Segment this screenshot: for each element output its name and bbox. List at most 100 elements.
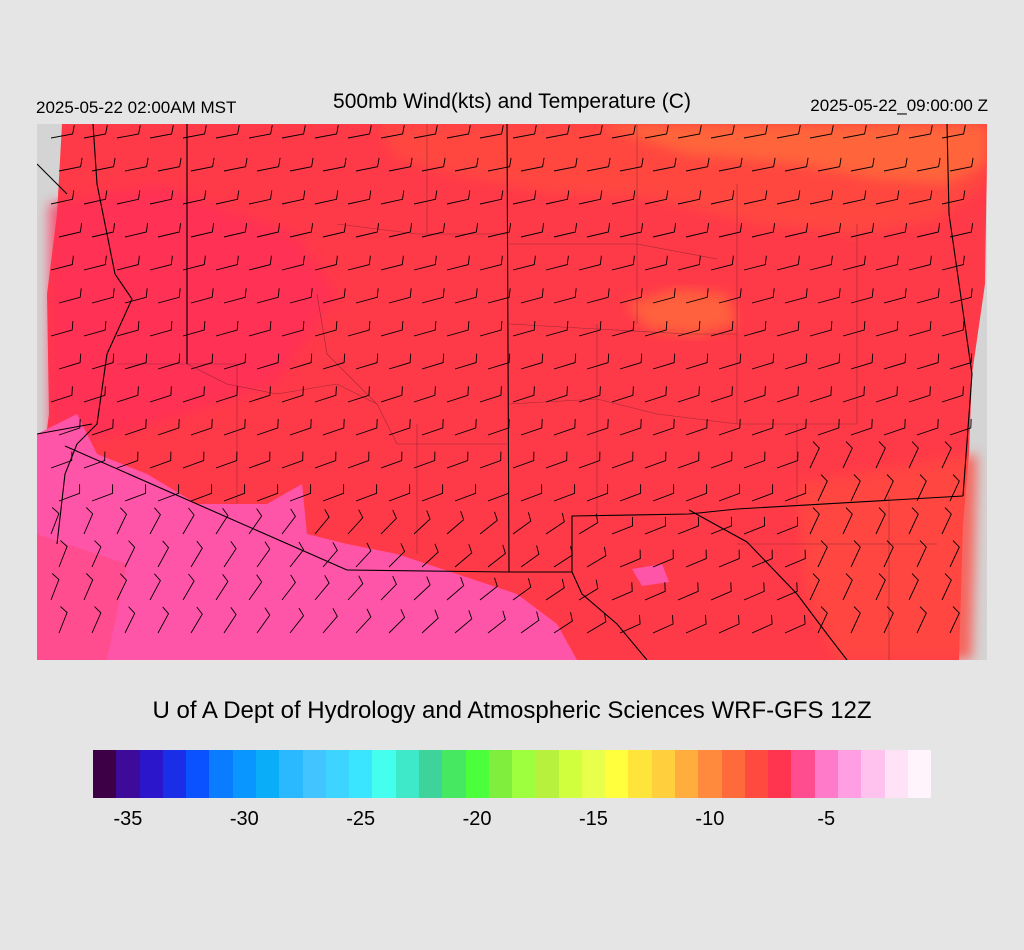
- wind-barb: [586, 223, 611, 238]
- wind-barb: [157, 223, 182, 238]
- wind-barb: [413, 386, 436, 403]
- wind-barb: [578, 513, 599, 535]
- wind-barb: [380, 451, 403, 469]
- wind-barb: [916, 288, 940, 304]
- wind-barb: [421, 484, 444, 502]
- wind-barb: [520, 484, 543, 502]
- wind-barb: [454, 353, 478, 370]
- colorbar-swatch: [512, 750, 536, 798]
- wind-barb: [941, 125, 966, 139]
- wind-barb: [91, 223, 116, 238]
- wind-barb: [256, 607, 271, 634]
- wind-barb: [421, 353, 445, 370]
- wind-barb: [124, 157, 149, 172]
- wind-barb: [850, 606, 861, 634]
- wind-barb: [512, 386, 535, 403]
- wind-barb: [256, 223, 281, 238]
- colorbar-swatch: [93, 750, 117, 798]
- wind-barb: [908, 255, 932, 271]
- wind-barb: [875, 125, 900, 139]
- wind-barb: [949, 353, 973, 370]
- wind-barb: [850, 418, 873, 436]
- wind-barb: [685, 484, 708, 502]
- wind-barb: [949, 288, 973, 304]
- wind-barb: [619, 157, 644, 172]
- wind-barb: [883, 606, 894, 634]
- wind-barb: [190, 540, 203, 568]
- map-canvas: [36, 123, 987, 661]
- wind-barb: [644, 582, 666, 601]
- wind-barb: [248, 320, 272, 337]
- wind-barb: [776, 582, 798, 601]
- wind-barb: [215, 190, 240, 205]
- wind-barb: [248, 574, 263, 601]
- wind-barb: [215, 320, 239, 337]
- wind-barb: [941, 573, 952, 601]
- wind-barb: [850, 157, 875, 172]
- wind-barb: [355, 353, 379, 370]
- wind-barb: [553, 223, 578, 238]
- wind-barb: [50, 190, 75, 205]
- wind-barb: [553, 546, 573, 568]
- wind-barb: [182, 507, 195, 535]
- wind-barb: [124, 540, 136, 568]
- wind-barb: [281, 574, 296, 601]
- wind-barb: [842, 125, 867, 139]
- colorbar-tick-label: -25: [346, 808, 376, 830]
- colorbar-swatch: [581, 750, 606, 798]
- wind-barb: [611, 255, 635, 271]
- wind-barb: [322, 484, 345, 502]
- wind-barb: [446, 125, 471, 139]
- wind-barb: [355, 223, 380, 238]
- wind-barb: [578, 579, 599, 601]
- wind-barb: [677, 190, 702, 205]
- wind-barb: [157, 418, 180, 436]
- wind-barb: [809, 441, 820, 469]
- colorbar-swatch: [558, 750, 582, 798]
- wind-barb: [83, 386, 106, 403]
- wind-barb: [347, 320, 371, 337]
- county-lines: [117, 124, 937, 660]
- wind-barb: [916, 418, 939, 436]
- wind-barb: [809, 190, 834, 205]
- wind-barb: [710, 190, 735, 205]
- wind-barb: [58, 540, 68, 568]
- wind-barb: [512, 512, 532, 535]
- wind-barb: [545, 125, 570, 139]
- wind-barb: [743, 451, 766, 469]
- wind-barb: [281, 320, 305, 337]
- wind-barb: [875, 320, 899, 337]
- wind-barb: [553, 484, 576, 502]
- wind-barb: [652, 614, 674, 634]
- wind-barb: [58, 223, 83, 238]
- wind-barb: [116, 507, 128, 535]
- wind-barb: [50, 386, 73, 403]
- wind-barb: [182, 255, 206, 271]
- wind-barb: [157, 288, 181, 304]
- wind-barb: [322, 542, 338, 568]
- wind-barb: [908, 441, 919, 469]
- wind-barb: [421, 288, 445, 304]
- wind-barb: [281, 125, 306, 139]
- wind-barb: [355, 608, 372, 634]
- wind-barb: [116, 451, 139, 469]
- colorbar-swatch: [675, 750, 699, 798]
- wind-barb: [149, 320, 173, 337]
- colorbar-swatch: [744, 750, 769, 798]
- colorbar-swatch: [418, 750, 443, 798]
- wind-barb: [314, 386, 337, 403]
- wind-barb: [281, 386, 304, 403]
- wind-barb: [652, 223, 677, 238]
- wind-barb: [58, 157, 83, 172]
- wind-barb: [347, 509, 364, 535]
- wind-barb: [652, 418, 675, 436]
- wind-barb: [941, 507, 952, 535]
- colorbar-swatch: [442, 750, 466, 798]
- wind-barb: [322, 353, 346, 370]
- colorbar-swatch: [651, 750, 676, 798]
- wind-barb: [883, 223, 908, 238]
- wind-barb: [685, 157, 710, 172]
- wind-barb: [586, 157, 611, 172]
- wind-barb: [314, 125, 339, 139]
- wind-barb: [776, 516, 798, 535]
